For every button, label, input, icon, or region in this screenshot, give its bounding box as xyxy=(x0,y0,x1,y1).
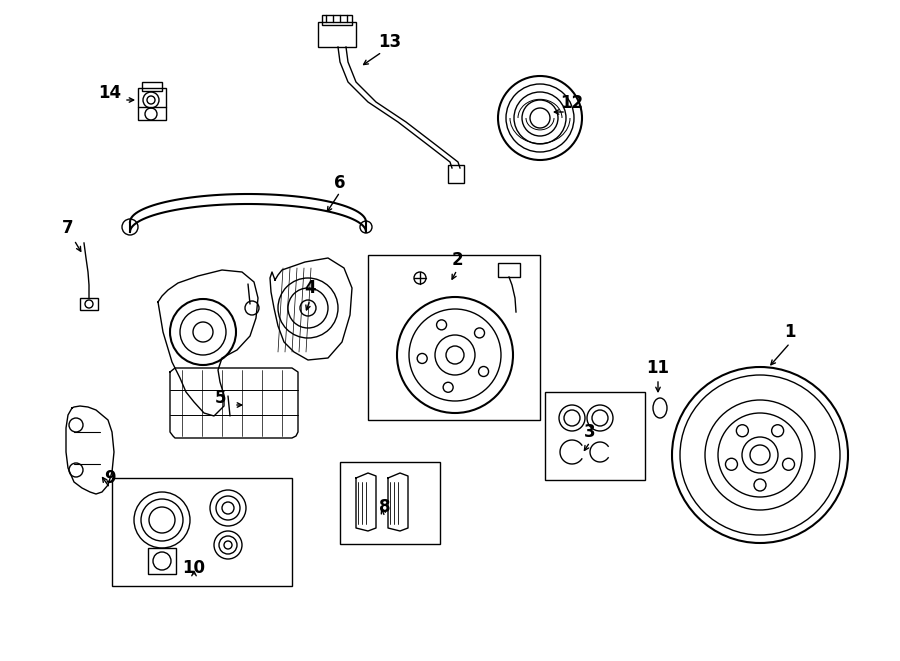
Circle shape xyxy=(186,379,234,427)
Polygon shape xyxy=(170,368,298,438)
Bar xyxy=(112,478,292,586)
Text: 1: 1 xyxy=(784,323,796,341)
Bar xyxy=(318,22,356,47)
Bar xyxy=(322,15,352,25)
Text: 10: 10 xyxy=(183,559,205,577)
Text: 7: 7 xyxy=(62,219,74,237)
Bar xyxy=(148,548,176,574)
Text: 12: 12 xyxy=(561,94,583,112)
Bar xyxy=(80,298,98,310)
Text: 8: 8 xyxy=(379,498,391,516)
Text: 5: 5 xyxy=(214,389,226,407)
Bar xyxy=(340,462,440,544)
Text: 6: 6 xyxy=(334,174,346,192)
Text: 2: 2 xyxy=(451,251,463,269)
Text: 3: 3 xyxy=(584,423,596,441)
Bar xyxy=(368,255,540,420)
Circle shape xyxy=(234,379,282,427)
Text: 14: 14 xyxy=(98,84,122,102)
Bar xyxy=(545,392,645,480)
Text: 11: 11 xyxy=(646,359,670,377)
Text: 13: 13 xyxy=(378,33,401,51)
Bar xyxy=(138,88,166,120)
Text: 9: 9 xyxy=(104,469,116,487)
Bar xyxy=(448,165,464,183)
Bar xyxy=(498,263,520,277)
Text: 4: 4 xyxy=(304,279,316,297)
Bar xyxy=(142,82,162,91)
